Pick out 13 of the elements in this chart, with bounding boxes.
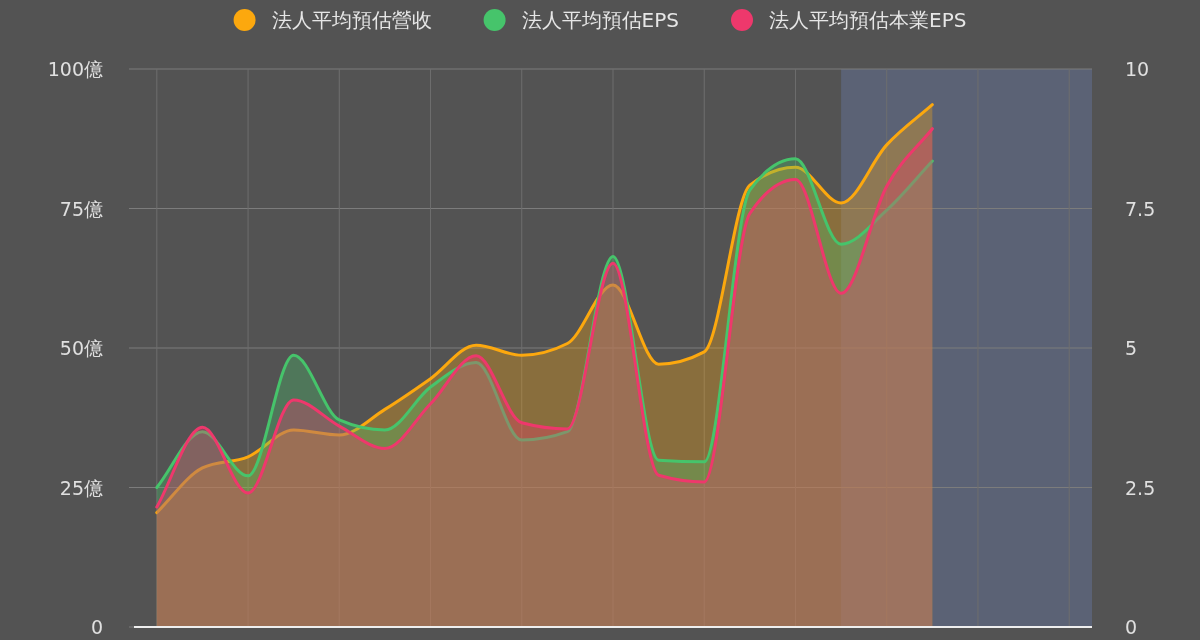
y2-tick-label: 5 (1125, 337, 1138, 359)
y-tick-label: 0 (90, 616, 103, 638)
y2-tick-label: 2.5 (1125, 476, 1156, 499)
y-tick-label: 75億 (59, 197, 103, 220)
y-tick-label: 50億 (59, 337, 103, 359)
legend-label: 法人平均預估EPS (521, 8, 679, 32)
y2-tick-label: 10 (1125, 58, 1150, 80)
y-tick-label: 25億 (59, 476, 103, 499)
y-tick-label: 100億 (47, 58, 103, 80)
y2-tick-label: 7.5 (1125, 197, 1156, 220)
y2-tick-label: 0 (1125, 616, 1138, 638)
legend-label: 法人平均預估營收 (271, 8, 432, 32)
legend-label: 法人平均預估本業EPS (769, 8, 967, 32)
